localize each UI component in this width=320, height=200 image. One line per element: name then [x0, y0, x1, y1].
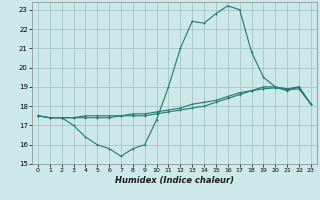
X-axis label: Humidex (Indice chaleur): Humidex (Indice chaleur)	[115, 176, 234, 185]
